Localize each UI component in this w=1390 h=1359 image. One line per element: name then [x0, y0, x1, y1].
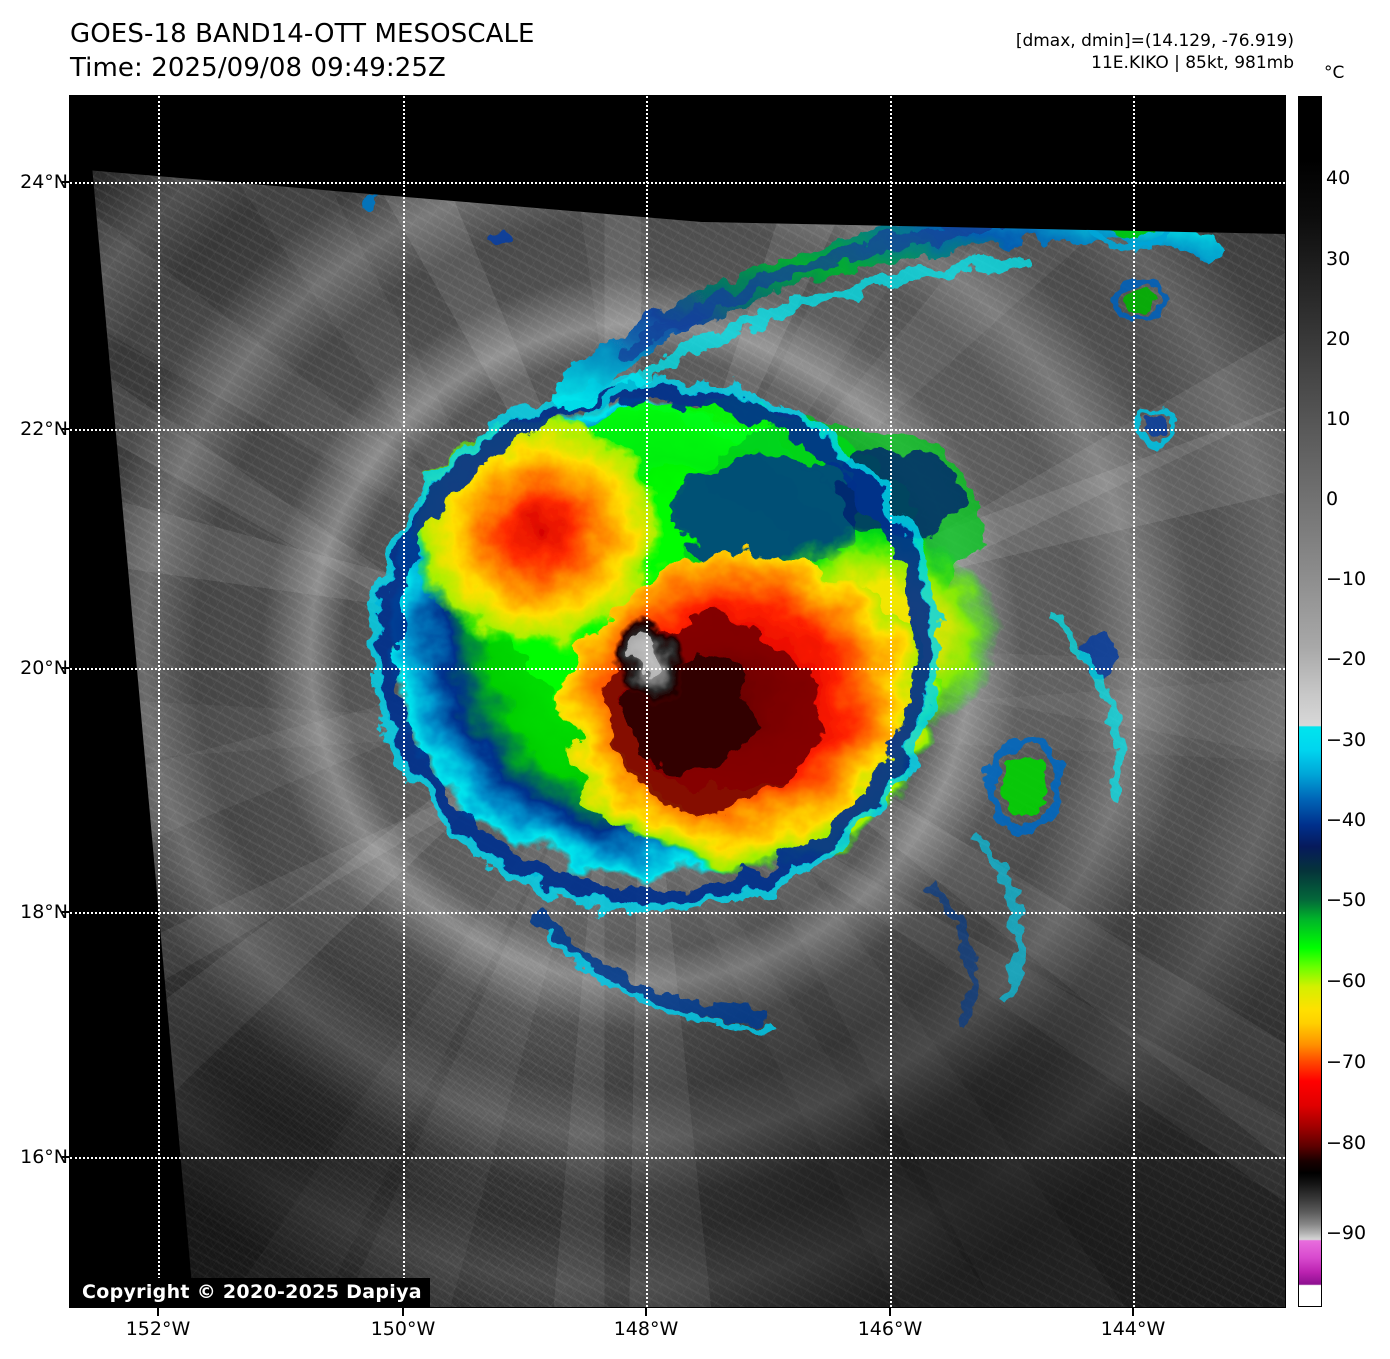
colorbar-tick-m10: −10: [1326, 568, 1367, 590]
x-tick-label-146w: 146°W: [857, 1318, 923, 1340]
page-title: GOES-18 BAND14-OTT MESOSCALE: [70, 19, 535, 49]
dmax-dmin-label: [dmax, dmin]=(14.129, -76.919): [1015, 31, 1294, 51]
colorbar-tick-m70: −70: [1326, 1051, 1367, 1073]
x-tick-label-148w: 148°W: [613, 1318, 679, 1340]
x-tick-label-150w: 150°W: [370, 1318, 436, 1340]
colorbar-tick-m40: −40: [1326, 809, 1367, 831]
x-tick-mark-150w: [402, 1308, 404, 1316]
y-tick-label-24n: 24°N: [20, 171, 68, 193]
header-title-block: GOES-18 BAND14-OTT MESOSCALE Time: 2025/…: [70, 18, 535, 86]
y-tick-mark-20n: [62, 667, 70, 669]
temperature-colorbar: [1298, 96, 1322, 1307]
storm-info-label: 11E.KIKO | 85kt, 981mb: [1091, 53, 1294, 74]
y-tick-mark-18n: [62, 911, 70, 913]
colorbar-gradient: [1299, 97, 1321, 1306]
x-tick-label-144w: 144°W: [1100, 1318, 1166, 1340]
y-tick-label-20n: 20°N: [20, 657, 68, 679]
southwest-trailing-band: [533, 909, 774, 1032]
y-tick-mark-22n: [62, 428, 70, 430]
colorbar-tick-0: 0: [1326, 488, 1339, 510]
x-tick-mark-146w: [889, 1308, 891, 1316]
x-tick-mark-144w: [1132, 1308, 1134, 1316]
storm-eye: [613, 617, 687, 705]
colorbar-tick-m80: −80: [1326, 1132, 1367, 1154]
southern-eyewall-core: [565, 556, 935, 876]
colorbar-tick-m20: −20: [1326, 648, 1367, 670]
x-tick-label-152w: 152°W: [125, 1318, 191, 1340]
colorbar-tick-m30: −30: [1326, 729, 1367, 751]
colorbar-tick-40: 40: [1326, 167, 1351, 189]
colorbar-tick-20: 20: [1326, 328, 1351, 350]
header-info-block: [dmax, dmin]=(14.129, -76.919) 11E.KIKO …: [1016, 30, 1294, 74]
satellite-image-plot: [70, 96, 1285, 1307]
nw-convective-cell: [415, 421, 665, 651]
timestamp-label: Time: 2025/09/08 09:49:25Z: [70, 52, 446, 83]
y-tick-label-22n: 22°N: [20, 418, 68, 440]
copyright-notice: Copyright © 2020-2025 Dapiya: [76, 1278, 430, 1307]
colorbar-tick-30: 30: [1326, 248, 1351, 270]
colorbar-tick-m50: −50: [1326, 889, 1367, 911]
cdo-cold-rim: [370, 377, 940, 915]
y-tick-mark-16n: [62, 1156, 70, 1158]
x-tick-mark-148w: [645, 1308, 647, 1316]
y-tick-label-18n: 18°N: [20, 901, 68, 923]
colorbar-tick-10: 10: [1326, 408, 1351, 430]
y-tick-label-16n: 16°N: [20, 1146, 68, 1168]
cold-cloud-enhancement-layer: [361, 171, 1217, 1034]
colorbar-unit-label: °C: [1324, 63, 1345, 83]
y-tick-mark-24n: [62, 181, 70, 183]
x-tick-mark-152w: [157, 1308, 159, 1316]
colorbar-tick-m90: −90: [1326, 1222, 1367, 1244]
colorbar-tick-m60: −60: [1326, 970, 1367, 992]
